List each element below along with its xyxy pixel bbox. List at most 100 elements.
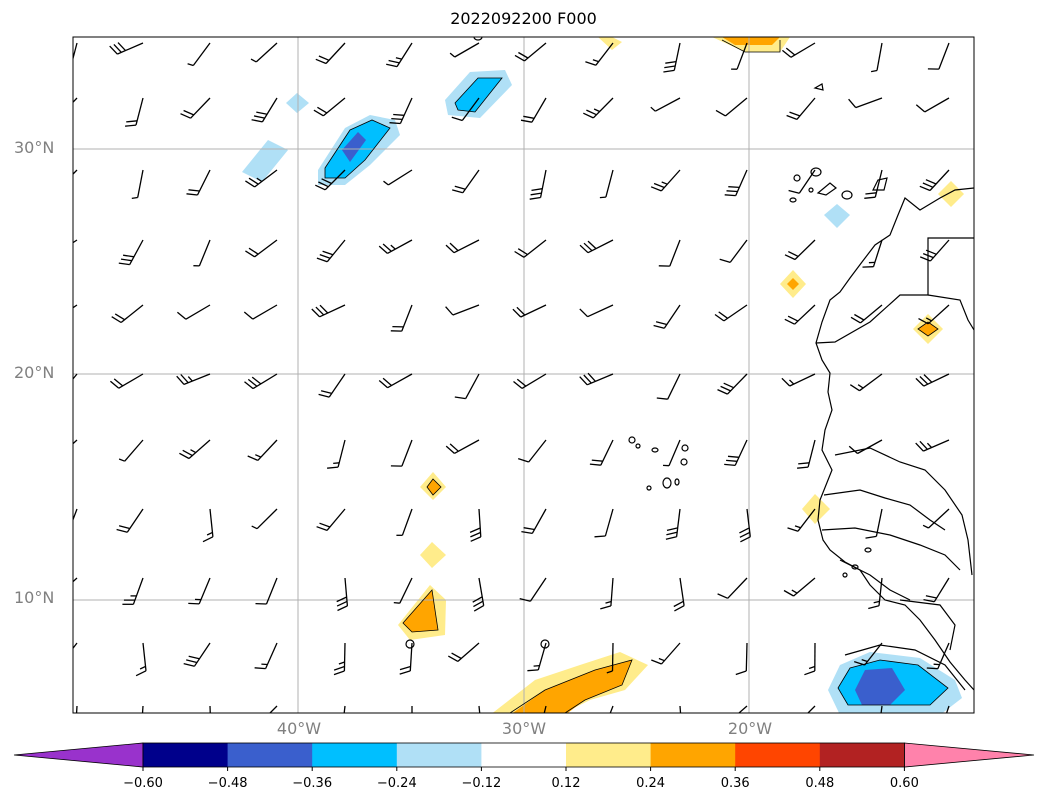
wind-barb-feather bbox=[656, 397, 668, 400]
wind-barb-feather bbox=[587, 372, 596, 382]
wind-barb-feather bbox=[318, 55, 330, 61]
wind-barb-feather bbox=[383, 180, 389, 186]
wind-barb-feather bbox=[781, 377, 791, 387]
wind-barb-feather bbox=[653, 182, 665, 189]
wind-barb-feather bbox=[188, 655, 200, 660]
lat-label-30n: 30°N bbox=[14, 138, 55, 157]
wind-barb-feather bbox=[386, 63, 398, 68]
wind-barb-feather bbox=[45, 314, 54, 321]
wind-barb-feather bbox=[919, 376, 929, 385]
wind-barb-feather bbox=[527, 669, 539, 672]
wind-barb bbox=[343, 642, 346, 672]
wind-barb-feather bbox=[521, 530, 533, 535]
wind-barb bbox=[183, 373, 211, 386]
wind-barb-feather bbox=[449, 52, 456, 58]
wind-barb-feather bbox=[783, 589, 794, 597]
wind-barb bbox=[860, 304, 883, 324]
wind-barb-feather bbox=[579, 376, 588, 386]
wind-barb-feather bbox=[445, 306, 454, 316]
wind-barb-feather bbox=[923, 598, 935, 603]
wind-barb bbox=[543, 705, 547, 713]
wind-barb-feather bbox=[315, 58, 327, 65]
wind-barb bbox=[587, 304, 614, 318]
wind-barb-feather bbox=[251, 119, 263, 123]
wind-barb-feather bbox=[53, 586, 63, 591]
wind-barb-feather bbox=[533, 664, 540, 667]
wind-barb-feather bbox=[382, 243, 392, 252]
wind-barb bbox=[929, 169, 950, 191]
wind-barb-feather bbox=[473, 600, 484, 608]
wind-barb-feather bbox=[123, 254, 135, 258]
wind-barb-feather bbox=[48, 114, 58, 118]
wind-barb bbox=[923, 373, 950, 387]
wind-barb bbox=[478, 705, 481, 713]
wind-barb-feather bbox=[187, 376, 193, 382]
wind-barb-feather bbox=[848, 98, 857, 109]
wind-barb bbox=[727, 373, 748, 395]
wind-barb-feather bbox=[472, 729, 482, 734]
colorbar-tick-label: −0.48 bbox=[207, 776, 248, 791]
wind-barb-feather bbox=[251, 376, 262, 385]
colorbar-bin bbox=[650, 743, 736, 767]
colorbar-tick-label: 0.48 bbox=[805, 776, 835, 791]
wind-barb bbox=[453, 239, 480, 254]
wind-barb bbox=[255, 42, 278, 63]
colorbar-tick-label: −0.36 bbox=[292, 776, 333, 791]
wind-barb bbox=[252, 373, 278, 390]
wind-barb-feather bbox=[389, 122, 401, 125]
wind-barb-feather bbox=[243, 311, 254, 320]
wind-barb-feather bbox=[849, 384, 860, 392]
wind-barb-feather bbox=[724, 194, 736, 197]
wind-barb-feather bbox=[131, 734, 142, 737]
wind-barb bbox=[734, 439, 748, 466]
wind-barb-feather bbox=[520, 119, 533, 123]
wind-barb-feather bbox=[336, 600, 348, 607]
wind-barb-feather bbox=[253, 115, 265, 119]
wind-barb-feather bbox=[317, 106, 328, 114]
wind-barb-feather bbox=[861, 658, 868, 663]
wind-barb-feather bbox=[47, 592, 57, 597]
wind-barb bbox=[73, 304, 78, 309]
positive-anomaly-shade bbox=[512, 660, 632, 713]
wind-barb-feather bbox=[131, 730, 142, 733]
wind-barb-feather bbox=[319, 304, 329, 314]
wind-barb-feather bbox=[406, 734, 412, 736]
wind-barb-feather bbox=[445, 445, 455, 454]
wind-barb bbox=[209, 508, 214, 537]
colorbar-bin bbox=[819, 743, 905, 767]
wind-barb bbox=[609, 705, 614, 713]
wind-barb bbox=[185, 304, 211, 320]
wind-barb-feather bbox=[390, 244, 396, 250]
wind-barb bbox=[461, 97, 480, 121]
wind-barb-feather bbox=[600, 605, 612, 610]
wind-barb-feather bbox=[587, 240, 597, 250]
wind-barb-feather bbox=[785, 721, 795, 726]
wind-barb bbox=[325, 42, 346, 64]
wind-barb-feather bbox=[727, 455, 740, 458]
wind-barb-feather bbox=[58, 181, 64, 184]
positive-anomaly-shade bbox=[420, 542, 446, 568]
wind-barb bbox=[265, 642, 278, 669]
wind-barb-feather bbox=[473, 605, 485, 612]
wind-barb-feather bbox=[666, 527, 678, 532]
wind-barb bbox=[269, 705, 278, 713]
wind-barb bbox=[457, 642, 480, 662]
wind-barb bbox=[729, 239, 748, 263]
wind-barb-feather bbox=[183, 109, 194, 116]
wind-barb bbox=[661, 642, 681, 665]
wind-barb-feather bbox=[338, 661, 345, 665]
wind-barb bbox=[673, 42, 681, 71]
wind-barb bbox=[592, 97, 614, 119]
wind-barb bbox=[587, 239, 614, 254]
wind-barb-feather bbox=[791, 589, 798, 594]
wind-barb-feather bbox=[113, 43, 122, 53]
wind-barb bbox=[725, 97, 748, 117]
wind-barb-feather bbox=[391, 117, 403, 121]
wind-barb bbox=[937, 642, 950, 669]
wind-barb-feather bbox=[454, 396, 466, 400]
wind-barb-feather bbox=[188, 189, 200, 192]
wind-barb-feather bbox=[605, 600, 612, 604]
wind-barb-feather bbox=[513, 380, 523, 389]
wind-barb bbox=[401, 304, 413, 332]
wind-barb-feather bbox=[313, 109, 324, 117]
